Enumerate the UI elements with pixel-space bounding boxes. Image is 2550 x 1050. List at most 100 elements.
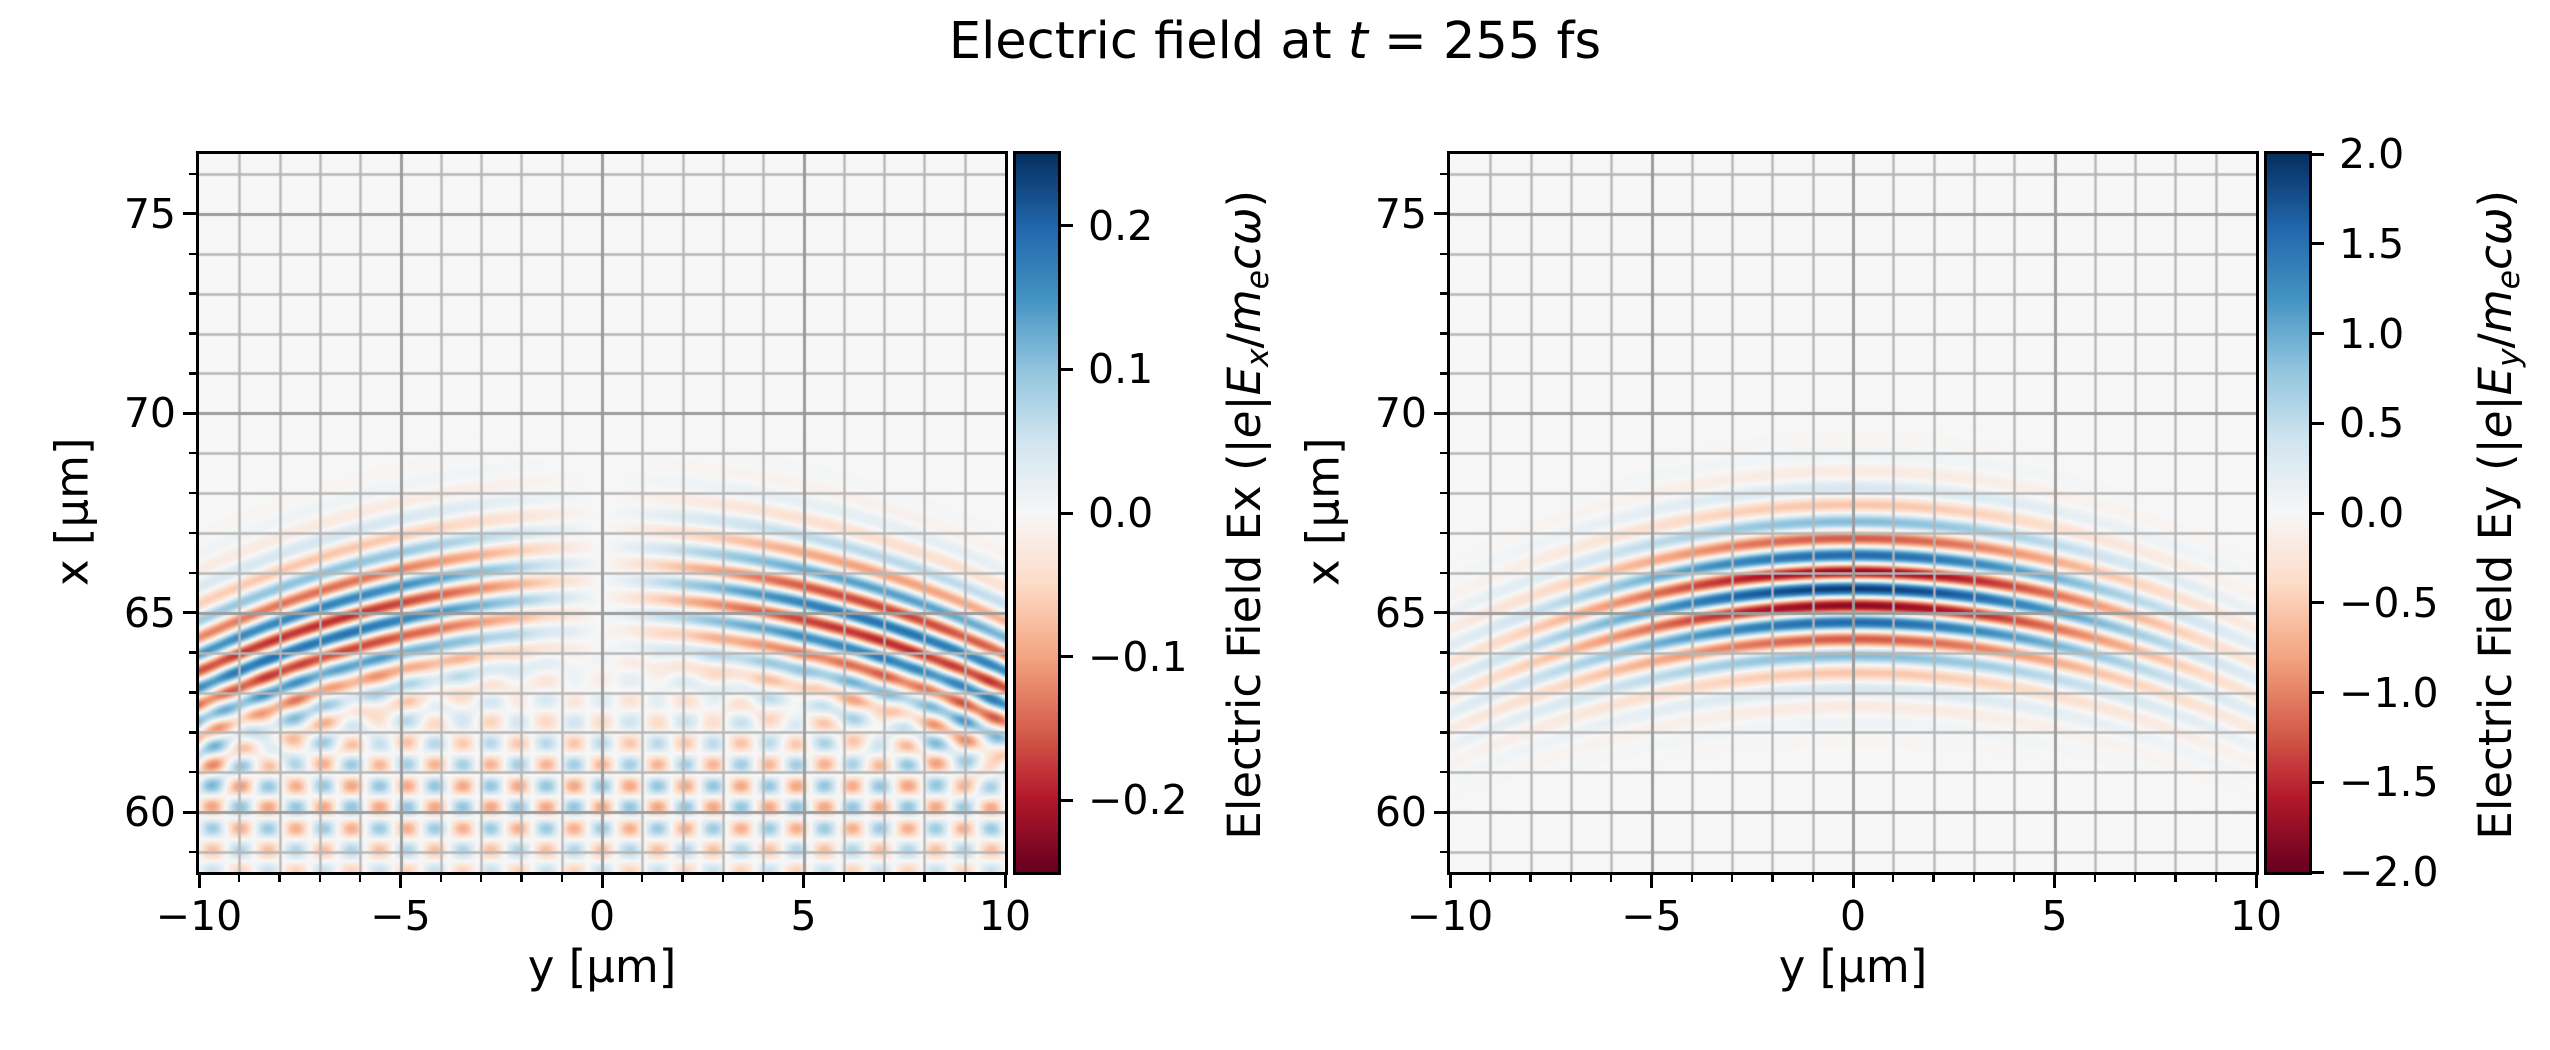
colorbar-tick-label: −1.5 xyxy=(2339,758,2439,807)
y-tick-label: 75 xyxy=(123,189,176,238)
y-tick-label: 60 xyxy=(1374,788,1427,837)
y-axis-tick xyxy=(183,411,196,415)
x-axis-tick xyxy=(560,875,563,882)
y-axis-tick xyxy=(1440,451,1447,455)
y-axis-tick xyxy=(189,771,196,774)
x-axis-tick xyxy=(1489,875,1492,882)
label-segment: E xyxy=(2469,366,2523,396)
colorbar-tick-label: 1.5 xyxy=(2339,219,2405,268)
y-axis-tick xyxy=(189,850,196,854)
colorbar-tick-label: −0.5 xyxy=(2339,578,2439,627)
colorbar-tick-label: 0.0 xyxy=(1088,489,1154,537)
label-segment: t xyxy=(1347,12,1368,71)
y-axis-tick xyxy=(1440,771,1447,774)
x-tick-label: 0 xyxy=(1839,892,1867,940)
x-axis-tick xyxy=(2013,875,2016,882)
x-axis-tick xyxy=(318,875,322,882)
label-segment: Electric field at xyxy=(948,12,1348,71)
y-axis-tick xyxy=(1440,252,1447,255)
figure-title: Electric field at t = 255 fs xyxy=(0,12,2550,72)
colorbar-tick xyxy=(2312,511,2324,515)
label-segment: e xyxy=(1240,269,1277,290)
colorbar-tick xyxy=(1061,511,1073,515)
x-tick-label: −5 xyxy=(1621,892,1682,940)
label-segment: m xyxy=(1218,289,1272,334)
x-axis-tick xyxy=(1690,875,1693,882)
x-axis-tick xyxy=(842,875,845,882)
x-axis-tick xyxy=(2214,875,2217,882)
colorbar-tick xyxy=(2312,601,2324,605)
axes-ex xyxy=(196,151,1008,875)
colorbar-ex xyxy=(1013,151,1061,875)
heatmap-ey-canvas xyxy=(1450,154,2256,872)
colorbar-tick-label: 0.2 xyxy=(1088,201,1154,250)
y-axis-tick xyxy=(1434,810,1447,814)
y-axis-tick xyxy=(189,531,196,535)
x-axis-label-ey: y [μm] xyxy=(1778,940,1928,993)
y-axis-tick xyxy=(189,172,196,176)
x-axis-tick xyxy=(278,875,281,882)
x-axis-tick xyxy=(721,875,725,882)
label-segment: c xyxy=(1218,245,1272,270)
x-axis-tick xyxy=(1771,875,1774,882)
y-tick-label: 60 xyxy=(123,788,176,837)
x-axis-tick xyxy=(2133,875,2137,882)
y-tick-label: 70 xyxy=(1374,389,1427,438)
x-axis-tick xyxy=(2254,875,2258,888)
y-axis-tick xyxy=(183,212,196,216)
y-axis-tick xyxy=(1440,332,1447,335)
colorbar-tick-label: −2.0 xyxy=(2339,848,2439,896)
colorbar-tick-label: 2.0 xyxy=(2339,130,2405,178)
y-axis-tick xyxy=(1440,850,1447,854)
x-axis-tick xyxy=(359,875,362,882)
x-axis-tick xyxy=(1892,875,1895,882)
x-axis-tick xyxy=(439,875,442,882)
x-tick-label: 0 xyxy=(588,892,616,940)
x-tick-label: 5 xyxy=(2041,892,2068,940)
y-tick-label: 65 xyxy=(123,588,176,637)
colorbar-tick-label: 0.0 xyxy=(2339,489,2405,537)
y-axis-tick xyxy=(1434,411,1447,415)
colorbar-ey-canvas xyxy=(2267,154,2309,872)
colorbar-tick-label: −1.0 xyxy=(2339,668,2439,717)
x-axis-tick xyxy=(963,875,966,882)
x-axis-tick xyxy=(1569,875,1573,882)
y-axis-tick xyxy=(189,372,196,375)
x-axis-tick xyxy=(923,875,926,882)
y-axis-tick xyxy=(189,491,196,495)
colorbar-tick xyxy=(2312,421,2324,425)
x-axis-tick xyxy=(1932,875,1935,882)
x-axis-tick xyxy=(1650,875,1653,888)
colorbar-tick xyxy=(1061,367,1073,371)
x-tick-label: −10 xyxy=(1406,892,1494,940)
colorbar-tick xyxy=(2312,780,2324,784)
x-axis-tick xyxy=(399,875,402,888)
y-axis-tick xyxy=(1440,651,1447,654)
label-segment: ) xyxy=(2469,189,2523,208)
label-segment: = 255 fs xyxy=(1367,12,1602,71)
x-tick-label: −10 xyxy=(155,892,243,940)
x-axis-tick xyxy=(802,875,805,888)
colorbar-ex-canvas xyxy=(1016,154,1058,872)
colorbar-tick xyxy=(2312,242,2324,246)
y-axis-tick xyxy=(183,810,196,814)
colorbar-tick-label: 0.1 xyxy=(1088,345,1154,394)
colorbar-tick xyxy=(1061,224,1073,228)
y-axis-tick xyxy=(189,292,196,295)
y-axis-tick xyxy=(1434,212,1447,216)
x-axis-tick xyxy=(479,875,483,882)
x-axis-tick xyxy=(520,875,523,882)
x-axis-tick xyxy=(1003,875,1007,888)
y-axis-tick xyxy=(1440,292,1447,295)
heatmap-ex-canvas xyxy=(199,154,1005,872)
x-axis-tick xyxy=(1448,875,1452,888)
x-axis-tick xyxy=(600,875,604,888)
y-axis-tick xyxy=(1440,172,1447,176)
x-axis-tick xyxy=(1529,875,1532,882)
x-axis-tick xyxy=(882,875,886,882)
y-tick-label: 70 xyxy=(123,389,176,438)
colorbar-tick xyxy=(2312,870,2324,874)
x-axis-tick xyxy=(2053,875,2056,888)
y-axis-tick xyxy=(1440,731,1447,734)
x-axis-tick xyxy=(197,875,201,888)
